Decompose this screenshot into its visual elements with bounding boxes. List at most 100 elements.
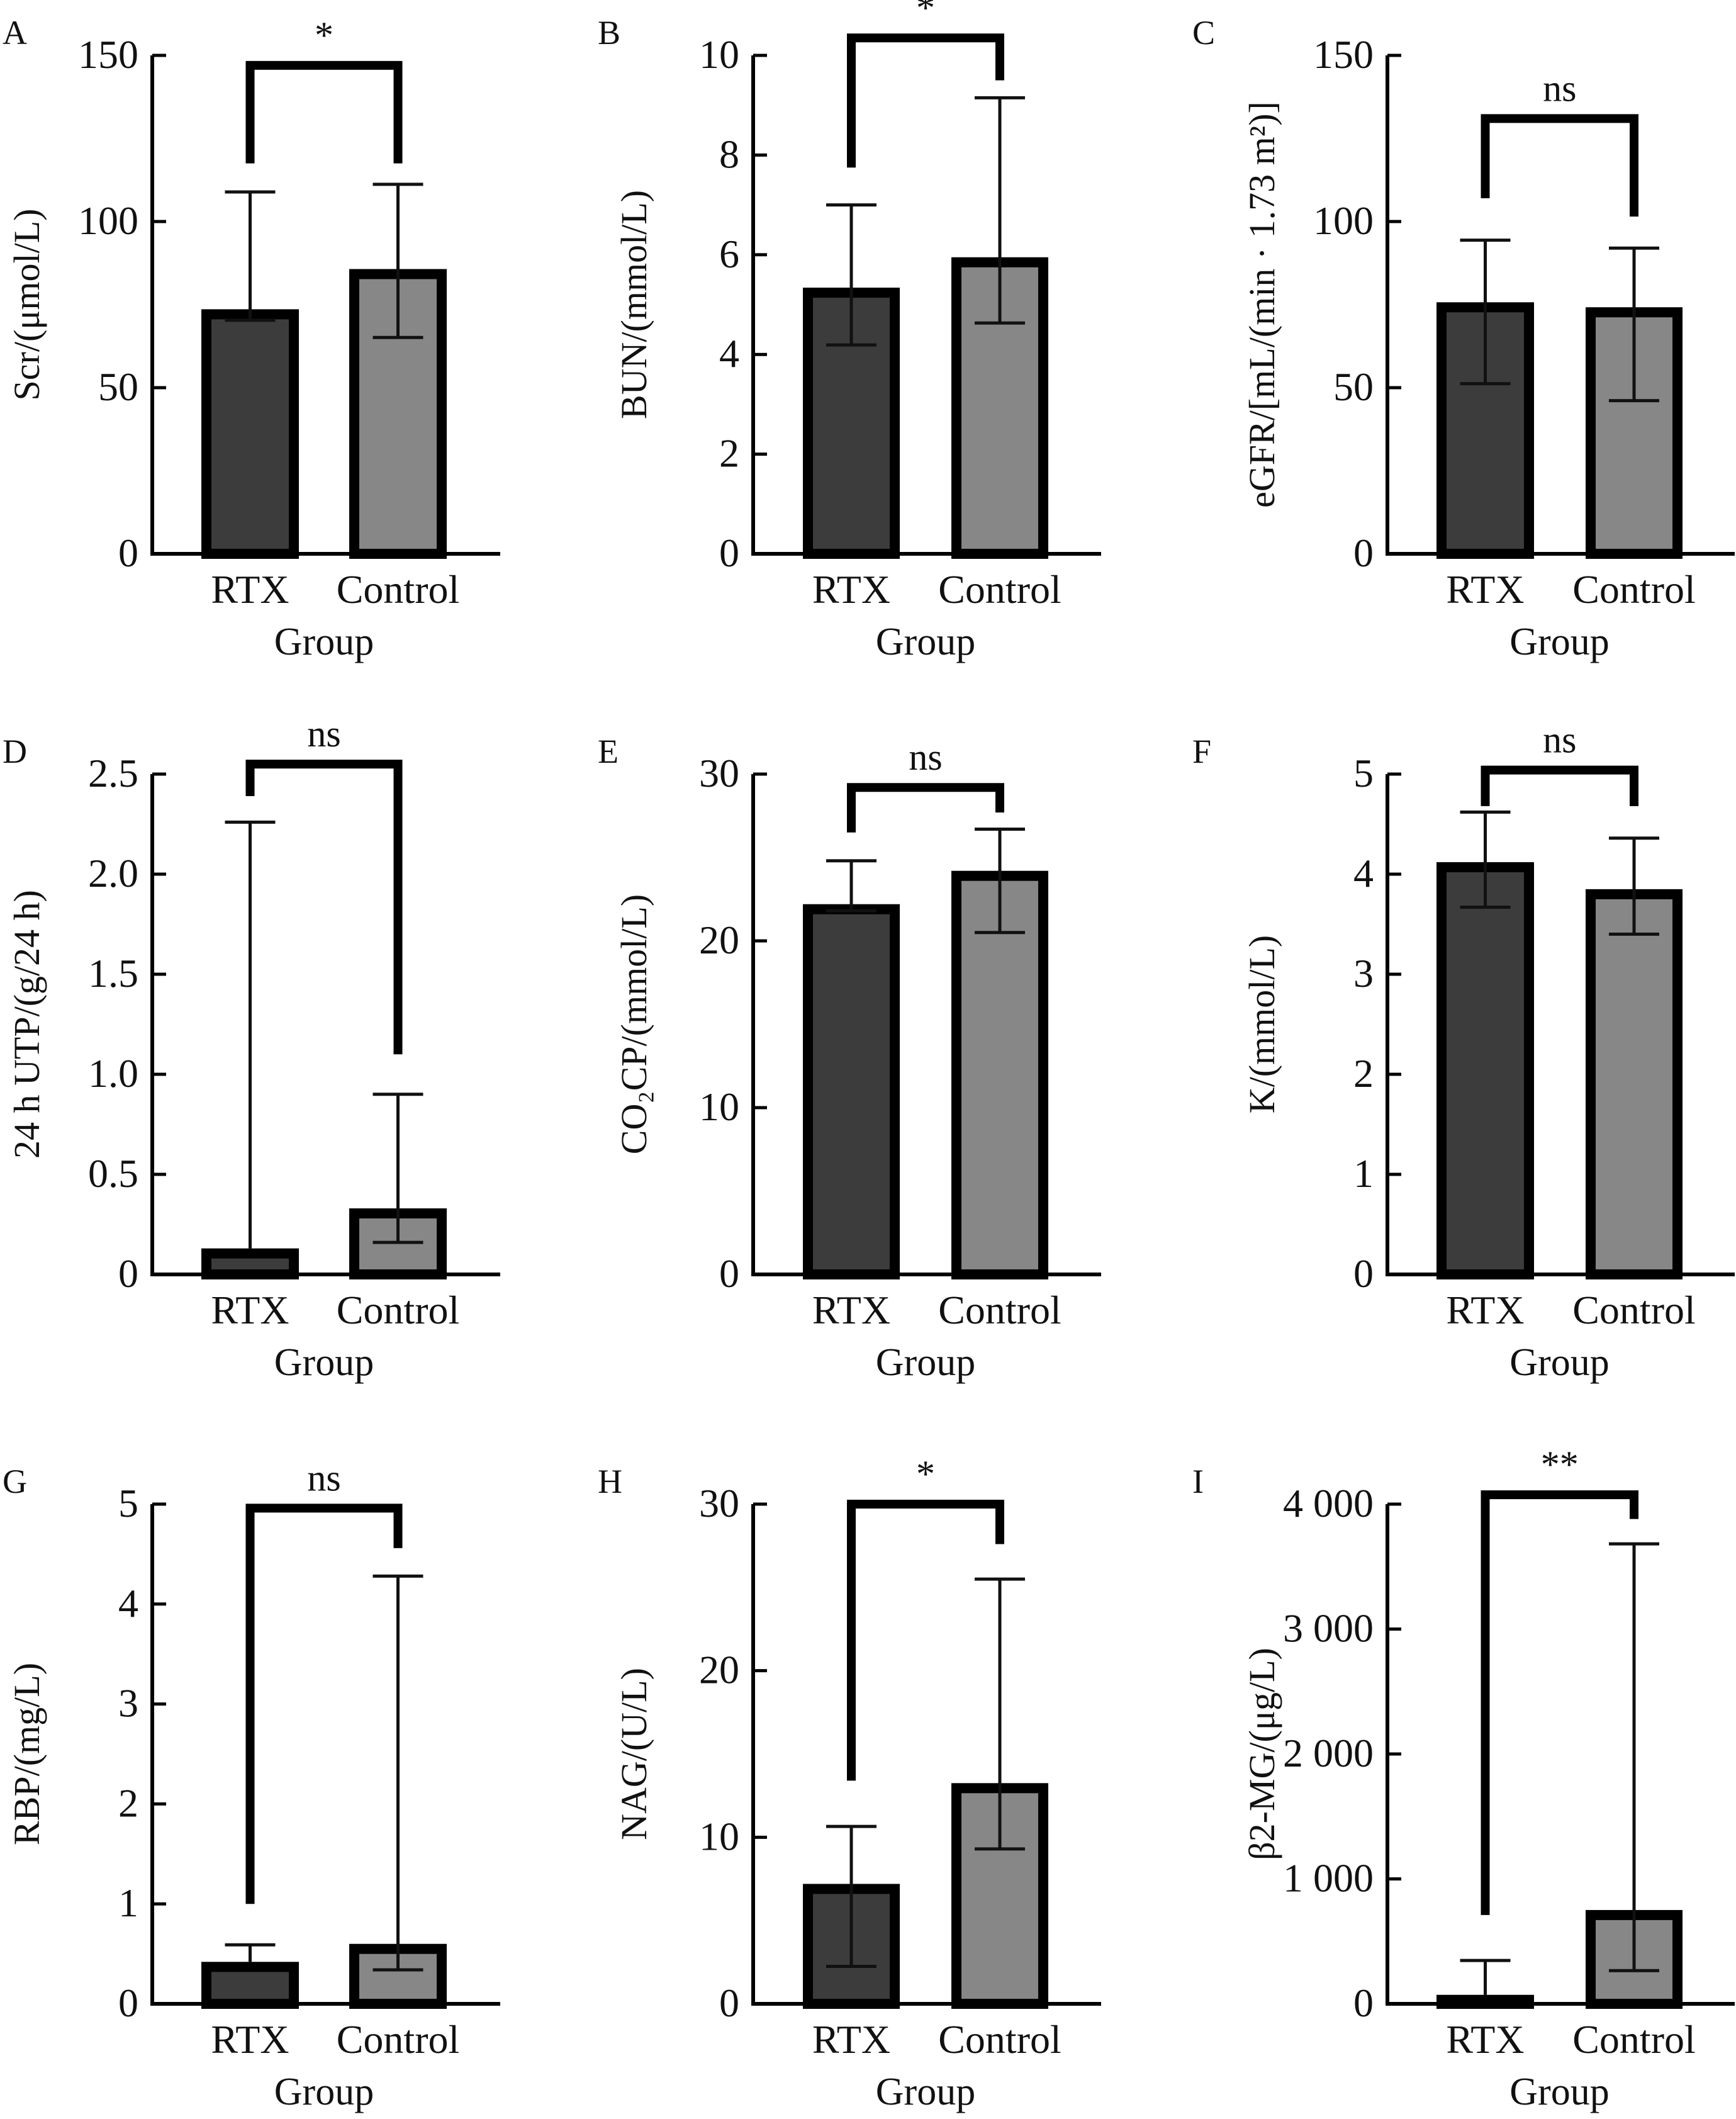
y-tick-label: 6 xyxy=(719,232,739,276)
panel-letter: B xyxy=(598,14,620,52)
y-tick-label: 20 xyxy=(699,918,739,962)
chart-panel-f: F 0 1 2 3 4 5 K/(mmol/L) RTX Control Group ns xyxy=(1192,719,1735,1384)
bar-rtx xyxy=(1436,1994,1534,2009)
y-tick-label: 4 xyxy=(719,331,739,376)
y-tick-label: 2.0 xyxy=(88,851,138,896)
significance-bracket xyxy=(1481,114,1638,217)
y-tick-label: 4 000 xyxy=(1283,1481,1374,1526)
significance-label: ** xyxy=(1541,1444,1579,1485)
panel-letter: C xyxy=(1192,14,1215,52)
y-tick-label: 1 xyxy=(118,1880,138,1925)
x-category-label: RTX xyxy=(812,2017,890,2062)
x-category-label: RTX xyxy=(211,2017,289,2062)
y-axis-title: 24 h UTP/(g/24 h) xyxy=(6,890,47,1159)
y-tick-label: 3 000 xyxy=(1283,1606,1374,1651)
x-category-label: RTX xyxy=(211,1288,289,1332)
y-tick-label: 10 xyxy=(699,32,739,77)
y-tick-label: 0 xyxy=(118,1981,138,2025)
y-tick-label: 50 xyxy=(1333,364,1374,409)
panel-letter: I xyxy=(1192,1463,1204,1500)
x-category-label: RTX xyxy=(812,567,890,612)
significance-label: ns xyxy=(307,713,340,755)
y-tick-label: 10 xyxy=(699,1084,739,1129)
y-axis-title: Scr/(μmol/L) xyxy=(6,209,47,401)
significance-label: ns xyxy=(1543,67,1576,109)
y-axis-title: β2-MG/(μg/L) xyxy=(1241,1648,1282,1860)
y-tick-label: 4 xyxy=(118,1581,138,1626)
panel-letter: G xyxy=(3,1463,27,1500)
panel-letter: H xyxy=(598,1463,622,1500)
x-axis-title: Group xyxy=(1509,2071,1609,2113)
y-tick-label: 1 xyxy=(1353,1151,1374,1196)
y-tick-label: 8 xyxy=(719,132,739,176)
x-axis-title: Group xyxy=(1509,1341,1609,1384)
y-axis-title: NAG/(U/L) xyxy=(613,1668,654,1840)
bar-control xyxy=(951,870,1048,1279)
y-tick-label: 1.5 xyxy=(88,951,138,996)
x-axis-title: Group xyxy=(876,2071,975,2113)
x-category-label: RTX xyxy=(1446,1288,1524,1332)
y-tick-label: 0 xyxy=(719,531,739,575)
x-category-label: Control xyxy=(1572,1288,1696,1332)
x-axis-title: Group xyxy=(1509,621,1609,663)
x-category-label: Control xyxy=(337,2017,460,2062)
y-tick-label: 2 xyxy=(118,1780,138,1825)
y-axis-title: CO₂CP/(mmol/L) xyxy=(613,894,654,1154)
x-category-label: Control xyxy=(938,567,1061,612)
x-axis-title: Group xyxy=(876,1341,975,1384)
chart-panel-i: I 0 1 000 2 000 3 000 4 000 β2-MG/(μg/L) RTX Con… xyxy=(1192,1444,1735,2113)
significance-bracket xyxy=(847,1500,1004,1781)
y-tick-label: 0 xyxy=(118,1251,138,1296)
significance-label: * xyxy=(916,0,935,28)
y-axis-title: RBP/(mg/L) xyxy=(6,1663,47,1845)
significance-bracket xyxy=(1481,1490,1638,1915)
significance-bracket xyxy=(245,1504,403,1904)
x-axis-title: Group xyxy=(876,621,975,663)
y-tick-label: 3 xyxy=(118,1681,138,1726)
y-axis-title: K/(mmol/L) xyxy=(1241,935,1282,1114)
x-category-label: RTX xyxy=(1446,567,1524,612)
chart-panel-c: C 0 50 100 150 eGFR/[mL/(min · 1.73 m²)] RTX Co… xyxy=(1192,14,1735,663)
y-axis-title: eGFR/[mL/(min · 1.73 m²)] xyxy=(1241,101,1282,508)
panel-letter: D xyxy=(3,733,27,770)
y-tick-label: 4 xyxy=(1353,851,1374,896)
y-tick-label: 2.5 xyxy=(88,751,138,795)
significance-bracket xyxy=(245,60,403,164)
bar-control xyxy=(349,1943,447,2009)
x-axis-title: Group xyxy=(274,2071,374,2113)
chart-panel-e: E 0 10 20 30 CO₂CP/(mmol/L) RTX Control Group ns xyxy=(598,733,1101,1384)
y-tick-label: 1.0 xyxy=(88,1051,138,1096)
x-axis-title: Group xyxy=(274,1341,374,1384)
y-tick-label: 0 xyxy=(719,1251,739,1296)
significance-bracket xyxy=(1481,765,1638,806)
chart-panel-h: H 0 10 20 30 NAG/(U/L) RTX Control Group * xyxy=(598,1453,1101,2113)
y-tick-label: 20 xyxy=(699,1648,739,1692)
panel-letter: E xyxy=(598,733,619,770)
y-tick-label: 100 xyxy=(1313,198,1374,243)
bar-rtx xyxy=(201,1962,299,2009)
chart-panel-b: B 0 2 4 6 8 10 BUN/(mmol/L) RTX Control Group * xyxy=(598,0,1101,663)
y-tick-label: 3 xyxy=(1353,951,1374,996)
x-category-label: Control xyxy=(938,2017,1061,2062)
y-axis-title: BUN/(mmol/L) xyxy=(613,190,654,419)
bar-rtx xyxy=(803,904,900,1279)
y-tick-label: 150 xyxy=(78,32,138,77)
significance-bracket xyxy=(847,33,1004,168)
y-tick-label: 30 xyxy=(699,751,739,795)
y-tick-label: 0 xyxy=(1353,1981,1374,2025)
bar-rtx xyxy=(201,1248,299,1280)
y-tick-label: 150 xyxy=(1313,32,1374,77)
y-tick-label: 0 xyxy=(1353,1251,1374,1296)
x-category-label: Control xyxy=(938,1288,1061,1332)
x-category-label: RTX xyxy=(812,1288,890,1332)
bar-rtx xyxy=(1436,862,1534,1280)
significance-label: * xyxy=(916,1453,935,1495)
significance-bracket xyxy=(245,760,403,1055)
y-tick-label: 0 xyxy=(719,1981,739,2025)
y-tick-label: 1 000 xyxy=(1283,1856,1374,1901)
x-category-label: Control xyxy=(1572,567,1696,612)
x-category-label: Control xyxy=(337,567,460,612)
panel-letter: F xyxy=(1192,733,1211,770)
significance-bracket xyxy=(847,783,1004,833)
